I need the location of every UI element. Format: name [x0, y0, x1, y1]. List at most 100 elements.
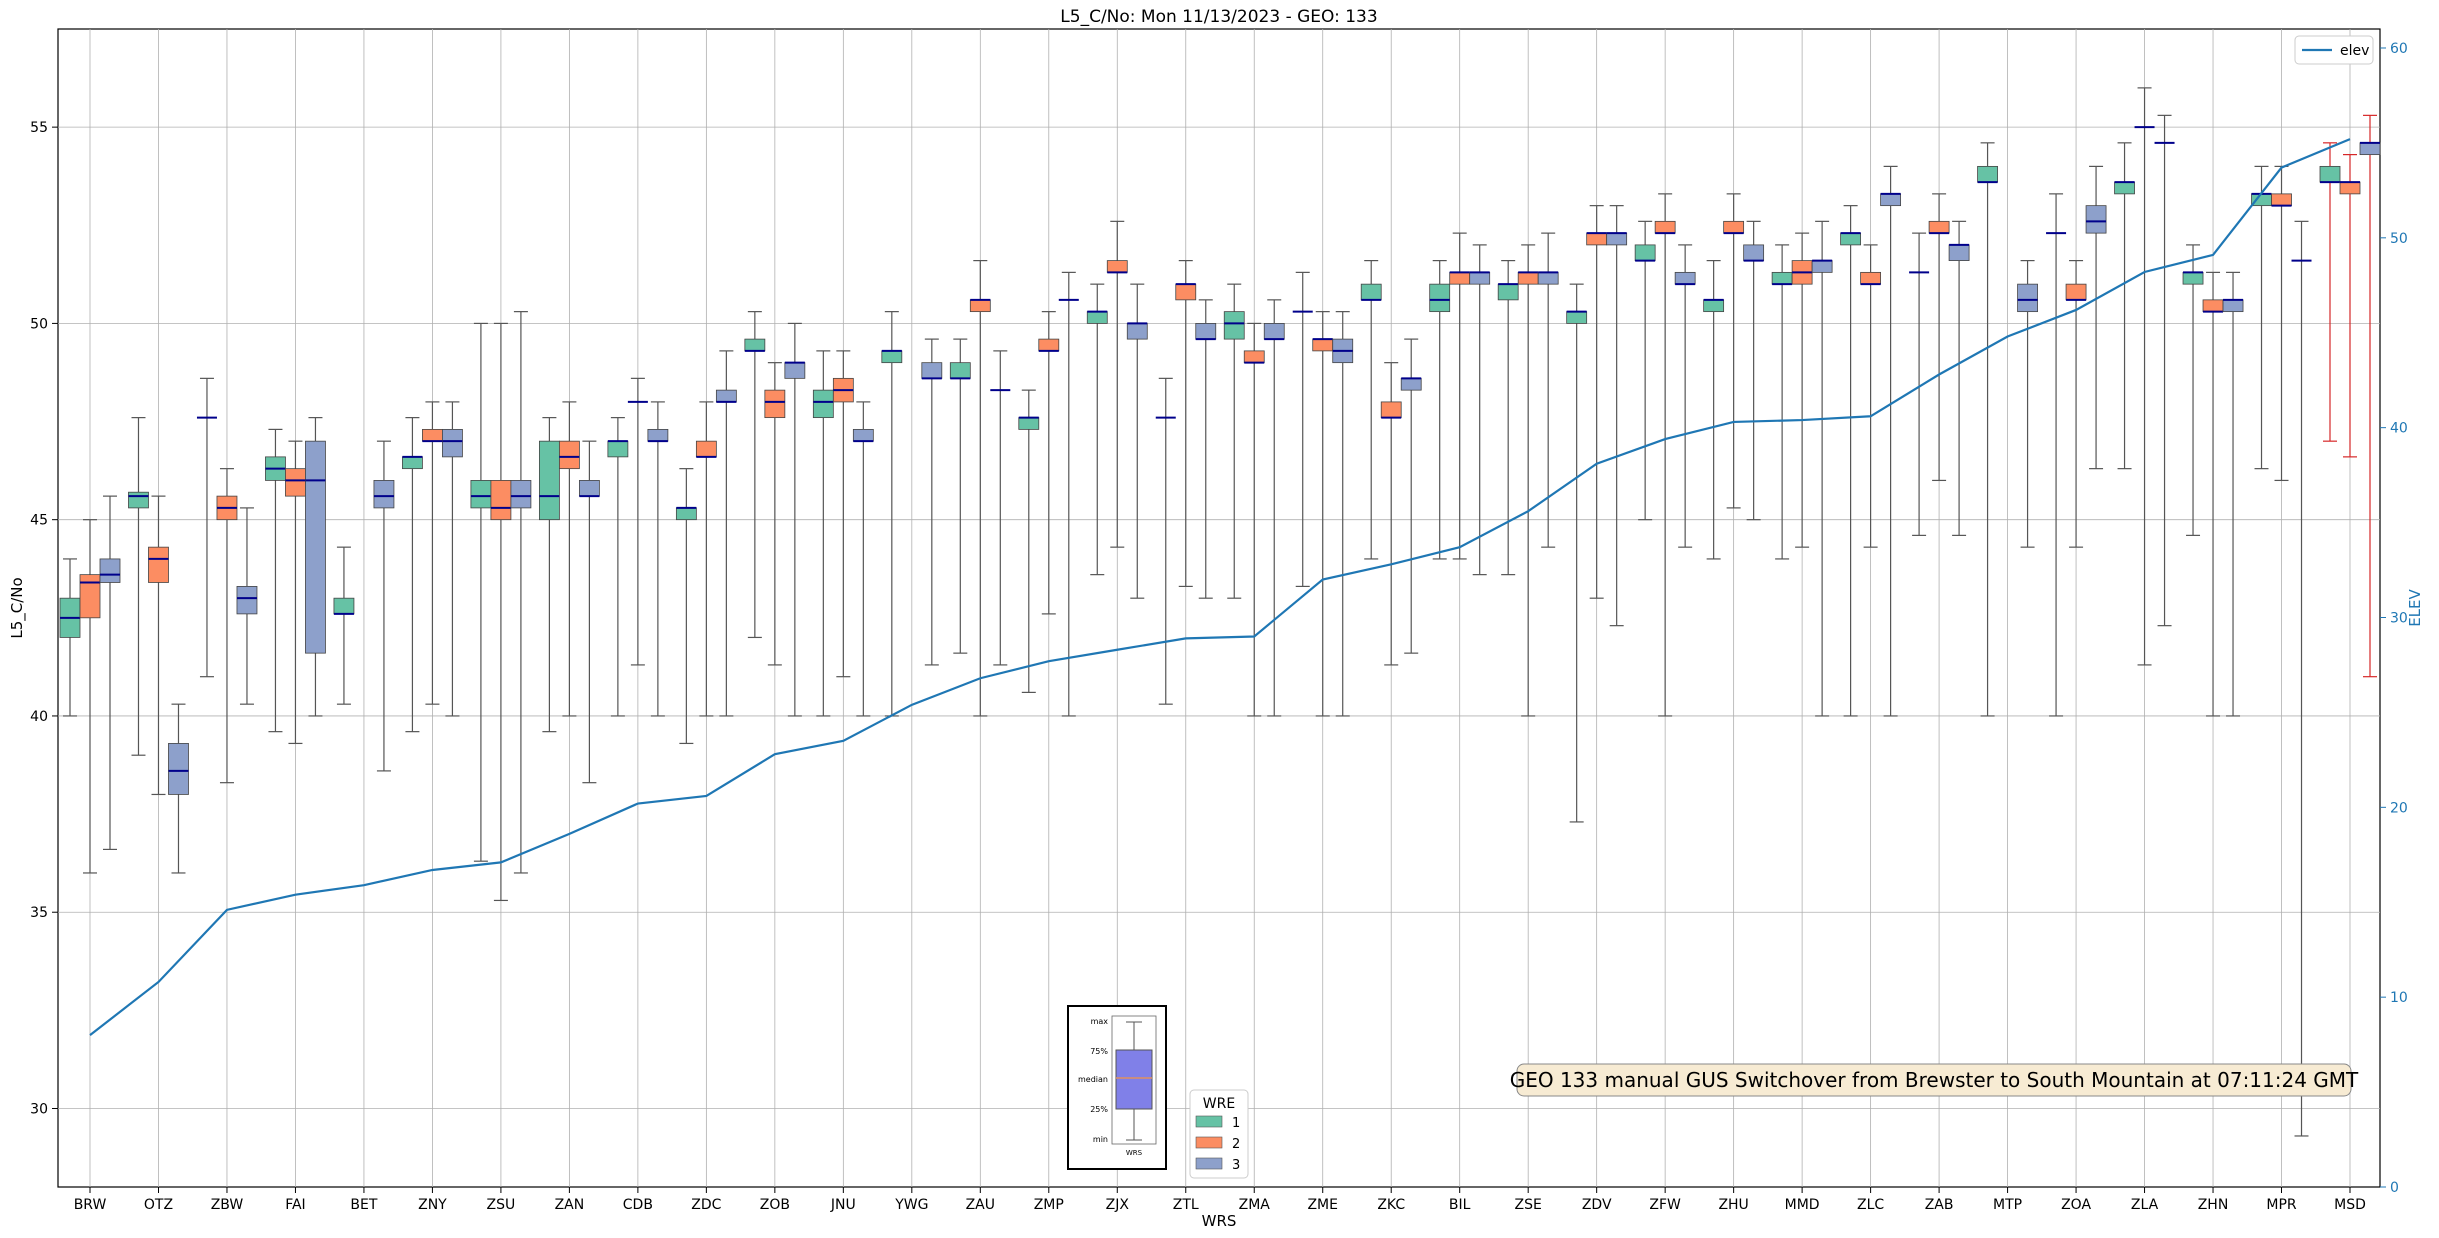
wre-legend-title: WRE: [1203, 1096, 1235, 1112]
box-body: [921, 362, 943, 379]
x-axis-label: WRS: [1202, 1212, 1237, 1230]
box-body: [715, 389, 737, 403]
wre-legend-swatch-3: [1195, 1157, 1223, 1170]
x-tick-label: ZDC: [691, 1197, 721, 1213]
y2-tick-label: 50: [2390, 231, 2408, 247]
box-body: [784, 362, 806, 379]
y2-axis-ticks: 0 10 20 30 40 50 60: [2380, 41, 2408, 1196]
box-body: [607, 440, 629, 458]
x-tick-label: BRW: [74, 1197, 107, 1213]
box-ZLA-wre1: [2114, 142, 2135, 470]
x-tick-label: BET: [350, 1197, 377, 1213]
box-body: [1537, 271, 1559, 285]
box-body: [647, 428, 669, 442]
box-YWG-wre1: [881, 311, 903, 717]
box-ZAN-wre2: [558, 401, 580, 717]
x-gridlines: [89, 29, 2351, 1187]
box-ZAU-wre2: [969, 260, 991, 717]
box-ZSE-wre3: [1537, 232, 1559, 548]
box-ZAU-wre3: [990, 350, 1011, 666]
box-ZME-wre3: [1332, 311, 1354, 717]
x-tick-label: ZNY: [418, 1197, 447, 1213]
box-ZJX-wre2: [1106, 220, 1128, 548]
box-MSD-wre1: [2319, 142, 2341, 442]
box-ZLA-wre3: [2154, 114, 2175, 627]
box-body: [1928, 220, 1950, 234]
box-body: [1400, 377, 1422, 391]
chart-title: L5_C/No: Mon 11/13/2023 - GEO: 133: [1060, 7, 1377, 27]
x-tick-label: ZAB: [1925, 1197, 1954, 1213]
key-label-wrs: WRS: [1126, 1149, 1143, 1157]
box-ZKC-wre2: [1380, 362, 1402, 666]
wre-legend-swatch-1: [1195, 1115, 1223, 1128]
x-tick-label: MTP: [1993, 1197, 2022, 1213]
box-ZHN-wre1: [2182, 244, 2204, 536]
box-ZOA-wre2: [2065, 260, 2087, 548]
box-ZHU-wre1: [1703, 260, 1725, 560]
box-body: [852, 428, 874, 442]
elev-line: [89, 138, 2351, 1037]
box-body: [675, 507, 697, 521]
box-MMD-wre1: [1771, 244, 1793, 560]
box-body: [1126, 323, 1148, 340]
y2-tick-label: 0: [2390, 1180, 2399, 1196]
box-ZKC-wre1: [1360, 260, 1382, 560]
key-box: [1115, 1049, 1153, 1110]
box-ZMA-wre2: [1243, 322, 1265, 717]
x-tick-label: FAI: [285, 1197, 305, 1213]
box-body: [558, 440, 580, 470]
box-ZMP-wre1: [1018, 389, 1040, 693]
x-tick-label: ZAN: [555, 1197, 585, 1213]
box-MPR-wre3: [2291, 220, 2312, 1137]
box-ZMP-wre2: [1038, 311, 1060, 615]
box-ZAN-wre1: [538, 417, 560, 733]
box-body: [1263, 323, 1285, 340]
x-tick-label: ZSE: [1515, 1197, 1542, 1213]
box-MPR-wre2: [2271, 165, 2292, 482]
x-tick-label: ZHU: [1718, 1197, 1748, 1213]
box-body: [1038, 338, 1060, 352]
y-tick-label: 30: [30, 1101, 48, 1117]
box-YWG-wre3: [921, 338, 943, 666]
box-MPR-wre1: [2251, 165, 2272, 470]
box-ZDC-wre2: [695, 401, 717, 717]
box-ZAN-wre3: [578, 440, 600, 784]
x-tick-label: ZJX: [1106, 1197, 1130, 1213]
box-FAI-wre2: [285, 440, 306, 745]
box-body: [1723, 220, 1745, 234]
elev-legend: elev: [2294, 35, 2374, 65]
boxplot-key-inset: max 75% median 25% min WRS: [1067, 1005, 1167, 1170]
x-tick-label: ZKC: [1377, 1197, 1405, 1213]
box-body: [1223, 311, 1245, 340]
box-body: [79, 574, 101, 619]
box-ZAB-wre2: [1928, 193, 1950, 482]
box-ZDC-wre3: [715, 350, 737, 717]
y-tick-label: 55: [30, 120, 48, 136]
box-body: [1106, 260, 1128, 273]
box-ZNY-wre2: [422, 401, 443, 705]
box-BIL-wre1: [1429, 260, 1451, 560]
box-CDB-wre2: [627, 377, 648, 666]
x-tick-label: OTZ: [144, 1197, 173, 1213]
box-ZOB-wre1: [744, 311, 766, 639]
box-body: [1517, 271, 1539, 285]
box-MSD-wre2: [2339, 154, 2361, 458]
x-tick-label: ZLC: [1857, 1197, 1884, 1213]
plot-frame: [57, 28, 2381, 1188]
box-body: [1771, 271, 1793, 285]
box-ZHN-wre3: [2222, 271, 2244, 717]
x-tick-label: ZLA: [2131, 1197, 2159, 1213]
box-body: [1195, 323, 1217, 340]
box-ZJX-wre3: [1126, 283, 1148, 599]
x-tick-label: CDB: [623, 1197, 653, 1213]
box-body: [373, 480, 395, 509]
box-ZLC-wre2: [1860, 244, 1882, 548]
key-label-max: max: [1091, 1017, 1109, 1026]
y2-axis-label: ELEV: [2406, 588, 2424, 626]
box-ZOA-wre3: [2085, 165, 2107, 470]
box-series: [59, 87, 2381, 1137]
box-ZLA-wre2: [2134, 87, 2155, 666]
box-ZAB-wre1: [1909, 232, 1930, 536]
box-BRW-wre1: [59, 558, 81, 717]
box-BRW-wre3: [99, 495, 121, 851]
